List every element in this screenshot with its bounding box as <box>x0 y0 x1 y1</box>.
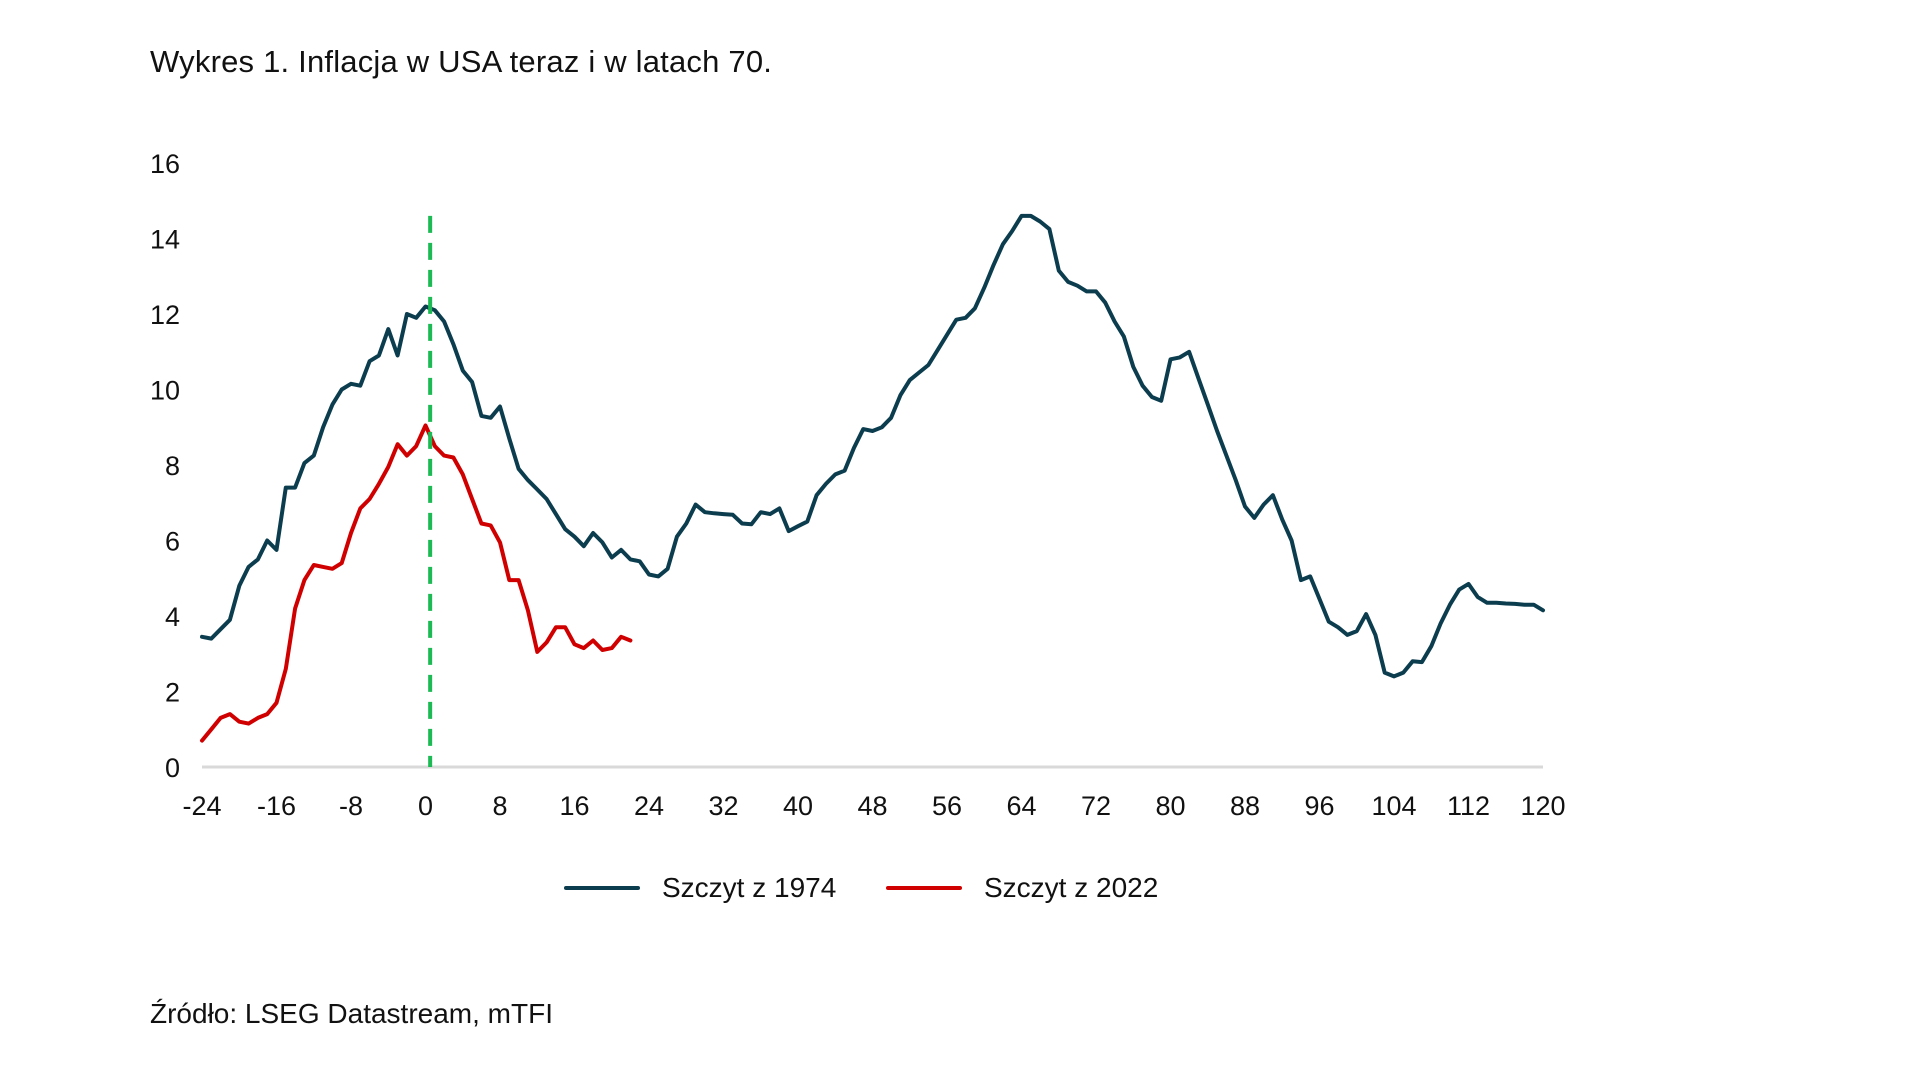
y-tick-label: 4 <box>165 602 180 632</box>
x-tick-label: 32 <box>708 791 738 821</box>
x-tick-label: 80 <box>1155 791 1185 821</box>
legend-label-2022: Szczyt z 2022 <box>984 872 1159 903</box>
legend-label-1974: Szczyt z 1974 <box>662 872 837 903</box>
x-tick-label: 96 <box>1304 791 1334 821</box>
source-note: Źródło: LSEG Datastream, mTFI <box>150 998 553 1029</box>
x-tick-label: 104 <box>1371 791 1416 821</box>
x-tick-label: 40 <box>783 791 813 821</box>
x-tick-label: 48 <box>857 791 887 821</box>
y-tick-label: 16 <box>150 149 180 179</box>
legend-swatch-2022 <box>886 886 962 890</box>
x-tick-label: -24 <box>182 791 221 821</box>
series-line-1974 <box>200 213 1545 679</box>
y-tick-label: 6 <box>165 527 180 557</box>
legend-swatch-1974 <box>564 886 640 890</box>
x-tick-label: 120 <box>1520 791 1565 821</box>
x-tick-label: -8 <box>339 791 363 821</box>
y-tick-label: 8 <box>165 451 180 481</box>
legend: Szczyt z 1974 Szczyt z 2022 <box>0 868 1920 908</box>
series-line-2022 <box>200 423 633 743</box>
x-axis-ticks: -24 -16 -8 0 8 16 24 32 40 48 56 64 72 80 88 96 104 112 12… <box>182 791 1565 821</box>
x-tick-label: 56 <box>932 791 962 821</box>
y-tick-label: 0 <box>165 753 180 783</box>
y-tick-label: 10 <box>150 376 180 406</box>
x-tick-label: 88 <box>1230 791 1260 821</box>
chart-title: Wykres 1. Inflacja w USA teraz i w latac… <box>150 44 773 79</box>
y-tick-label: 14 <box>150 225 180 255</box>
x-tick-label: 24 <box>634 791 664 821</box>
x-tick-label: 72 <box>1081 791 1111 821</box>
x-tick-label: 0 <box>418 791 433 821</box>
legend-item-1974: Szczyt z 1974 <box>564 868 836 908</box>
x-tick-label: 112 <box>1447 791 1490 821</box>
x-tick-label: -16 <box>257 791 296 821</box>
y-tick-label: 2 <box>165 678 180 708</box>
x-tick-label: 64 <box>1006 791 1036 821</box>
legend-item-2022: Szczyt z 2022 <box>886 868 1158 908</box>
series-layer <box>200 213 1545 743</box>
y-axis-ticks: 0 2 4 6 8 10 12 14 16 <box>150 149 180 783</box>
x-tick-label: 8 <box>492 791 507 821</box>
y-tick-label: 12 <box>150 300 180 330</box>
x-tick-label: 16 <box>559 791 589 821</box>
